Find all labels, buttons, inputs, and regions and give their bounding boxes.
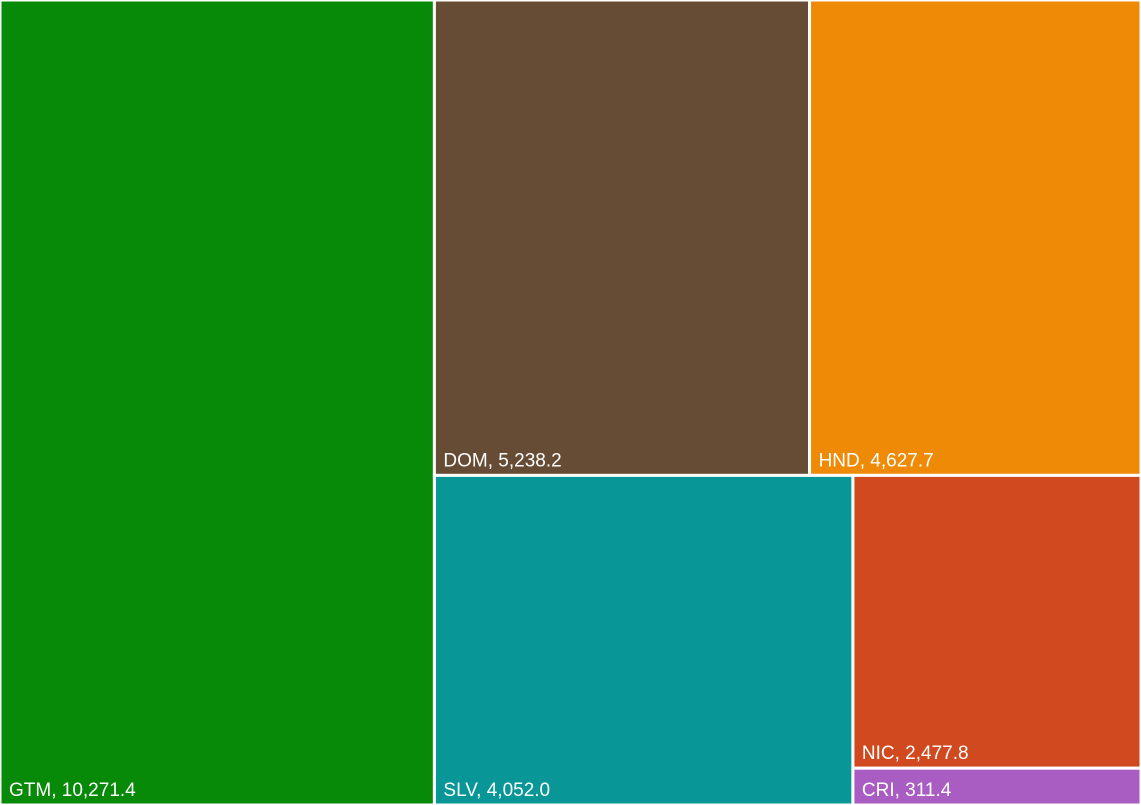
tile-rect	[851, 766, 1141, 805]
tile: HND, 4,627.7	[808, 0, 1141, 477]
tile: DOM, 5,238.2	[432, 0, 812, 477]
tile-rect	[0, 0, 436, 805]
tile-rect	[851, 473, 1141, 770]
tile-rect	[808, 0, 1141, 477]
tile-label: GTM, 10,271.4	[9, 780, 136, 801]
tile-label: DOM, 5,238.2	[443, 450, 561, 471]
tile: CRI, 311.4	[851, 766, 1141, 805]
tile: GTM, 10,271.4	[0, 0, 436, 805]
tile-label: NIC, 2,477.8	[862, 743, 969, 764]
tile-rect	[432, 0, 812, 477]
tile-rect	[432, 473, 855, 805]
tile: SLV, 4,052.0	[432, 473, 855, 805]
tile-label: CRI, 311.4	[862, 780, 952, 801]
tile-label: SLV, 4,052.0	[443, 780, 550, 801]
tile: NIC, 2,477.8	[851, 473, 1141, 770]
tile-label: HND, 4,627.7	[819, 450, 934, 471]
